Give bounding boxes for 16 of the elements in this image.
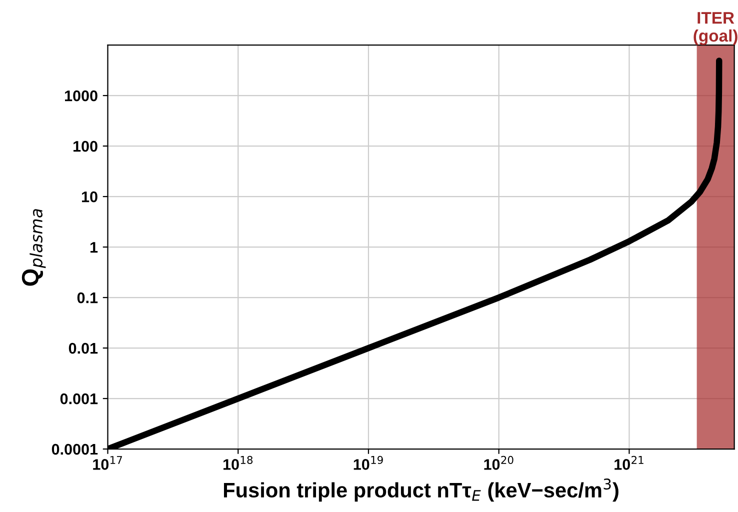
band-label: ITER (goal) [694,12,738,46]
y-tick-label: 1000 [65,90,98,102]
y-tick-label: 100 [74,140,98,152]
x-tick-label: 10$^{20}$ [484,456,514,470]
y-tick-label: 0.1 [77,292,98,304]
x-tick-label: 10$^{21}$ [614,456,644,470]
x-tick-label: 10$^{18}$ [223,456,253,470]
y-tick-label: 0.0001 [52,444,98,455]
y-tick-label: 0.001 [60,393,98,404]
y-tick-label: 1 [90,242,98,253]
x-tick-label: 10$^{19}$ [354,456,383,470]
y-tick-label: 0.01 [68,342,98,354]
y-tick-label: 10 [82,191,98,202]
x-tick-label: 10$^{17}$ [93,456,122,470]
y-axis-title: Q$_{plasma}$ [22,209,46,286]
x-axis-title: Fusion triple product nTτ$_{E}$ (keV−sec/m$^{3}$) [224,478,618,502]
